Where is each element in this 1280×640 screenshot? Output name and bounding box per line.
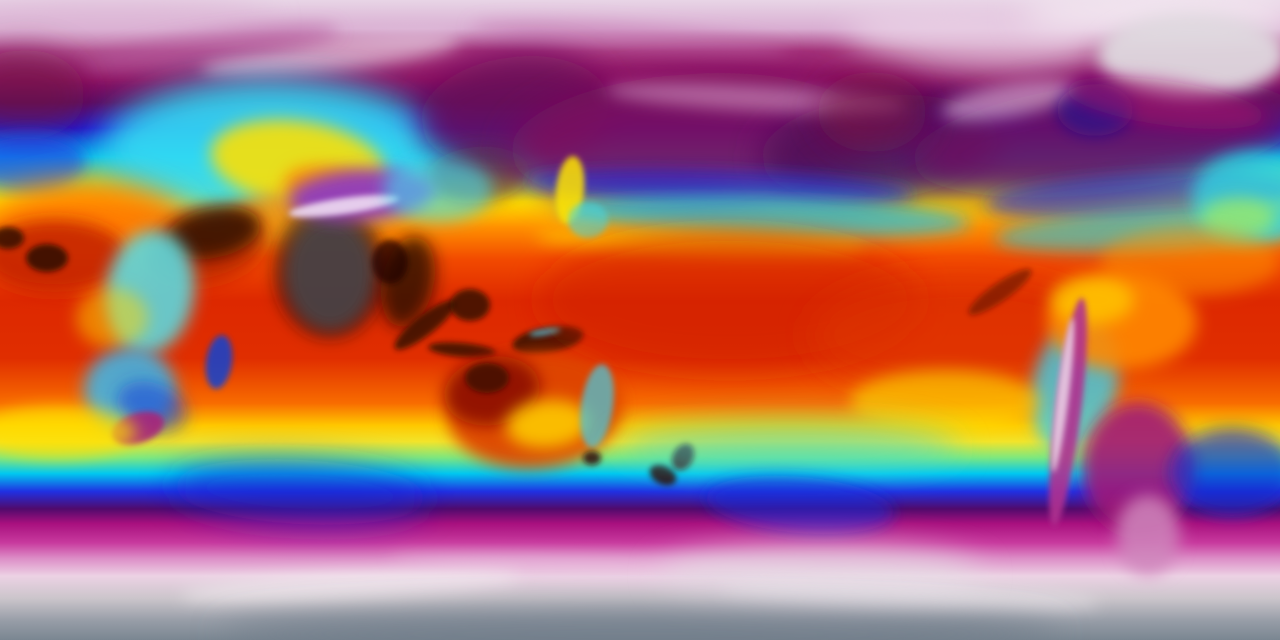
pacific-red-core-east <box>810 277 1110 393</box>
indochina-dark-spot <box>372 240 408 284</box>
himalaya-white-ridge <box>288 194 400 218</box>
north-pacific-cyan-strip <box>560 194 970 238</box>
congo-yellow <box>76 288 148 348</box>
gulf-of-alaska-pale-wisp <box>941 80 1079 120</box>
arabia-dark <box>165 206 261 260</box>
arctic-magenta-swirl-1 <box>81 23 339 73</box>
antarctic-white-streak-west <box>180 570 520 602</box>
madagascar-blue <box>205 335 233 389</box>
new-guinea-glacier-cyan <box>529 327 561 337</box>
alaska-maroon <box>817 72 927 152</box>
south-pacific-cyan-push <box>620 422 960 474</box>
borneo-dark <box>450 289 490 321</box>
north-atlantic-maroon-left <box>0 50 85 140</box>
sahara-dark-spot-west <box>0 227 24 249</box>
arctic-magenta-swirl-2 <box>470 20 790 56</box>
south-indian-blue-swirl <box>170 459 430 525</box>
antarctic-white-streak-east <box>720 581 1100 611</box>
greenland-icecap <box>1097 13 1280 97</box>
arctic-white-swirl-west <box>200 34 460 76</box>
india-hot-gray <box>284 215 376 331</box>
south-pacific-blue-swirl <box>705 475 895 535</box>
china-cyan <box>383 158 493 222</box>
australia-east-cyan-fringe <box>580 364 614 448</box>
southern-cone-magenta <box>1082 402 1194 534</box>
antarctic-interior-gray <box>220 608 1060 640</box>
north-atlantic-blue-left <box>0 132 86 192</box>
patagonia-pink <box>1116 495 1180 575</box>
central-america-dark-strip <box>968 268 1032 316</box>
south-atlantic-yellow <box>0 406 136 458</box>
andes-white-core <box>1051 317 1075 473</box>
java-dark-strip <box>428 342 496 358</box>
nz-south-island-dark <box>649 464 677 486</box>
japan-cyan-south <box>568 202 608 238</box>
australia-yellow-core <box>506 399 590 449</box>
argentina-blue-swirl <box>1170 428 1280 516</box>
se-pacific-yellow <box>850 370 1040 434</box>
sahara-dark-spot <box>26 244 68 272</box>
australia-darkest-spot <box>465 363 509 393</box>
sumatra-dark <box>394 300 456 350</box>
north-atlantic-green-corner <box>1200 198 1276 238</box>
south-america-yellow-patch <box>1050 276 1134 324</box>
tasmania-dark <box>583 451 601 465</box>
greenland-magenta-rim <box>1065 77 1265 129</box>
andes-magenta-ridge <box>1048 297 1088 527</box>
